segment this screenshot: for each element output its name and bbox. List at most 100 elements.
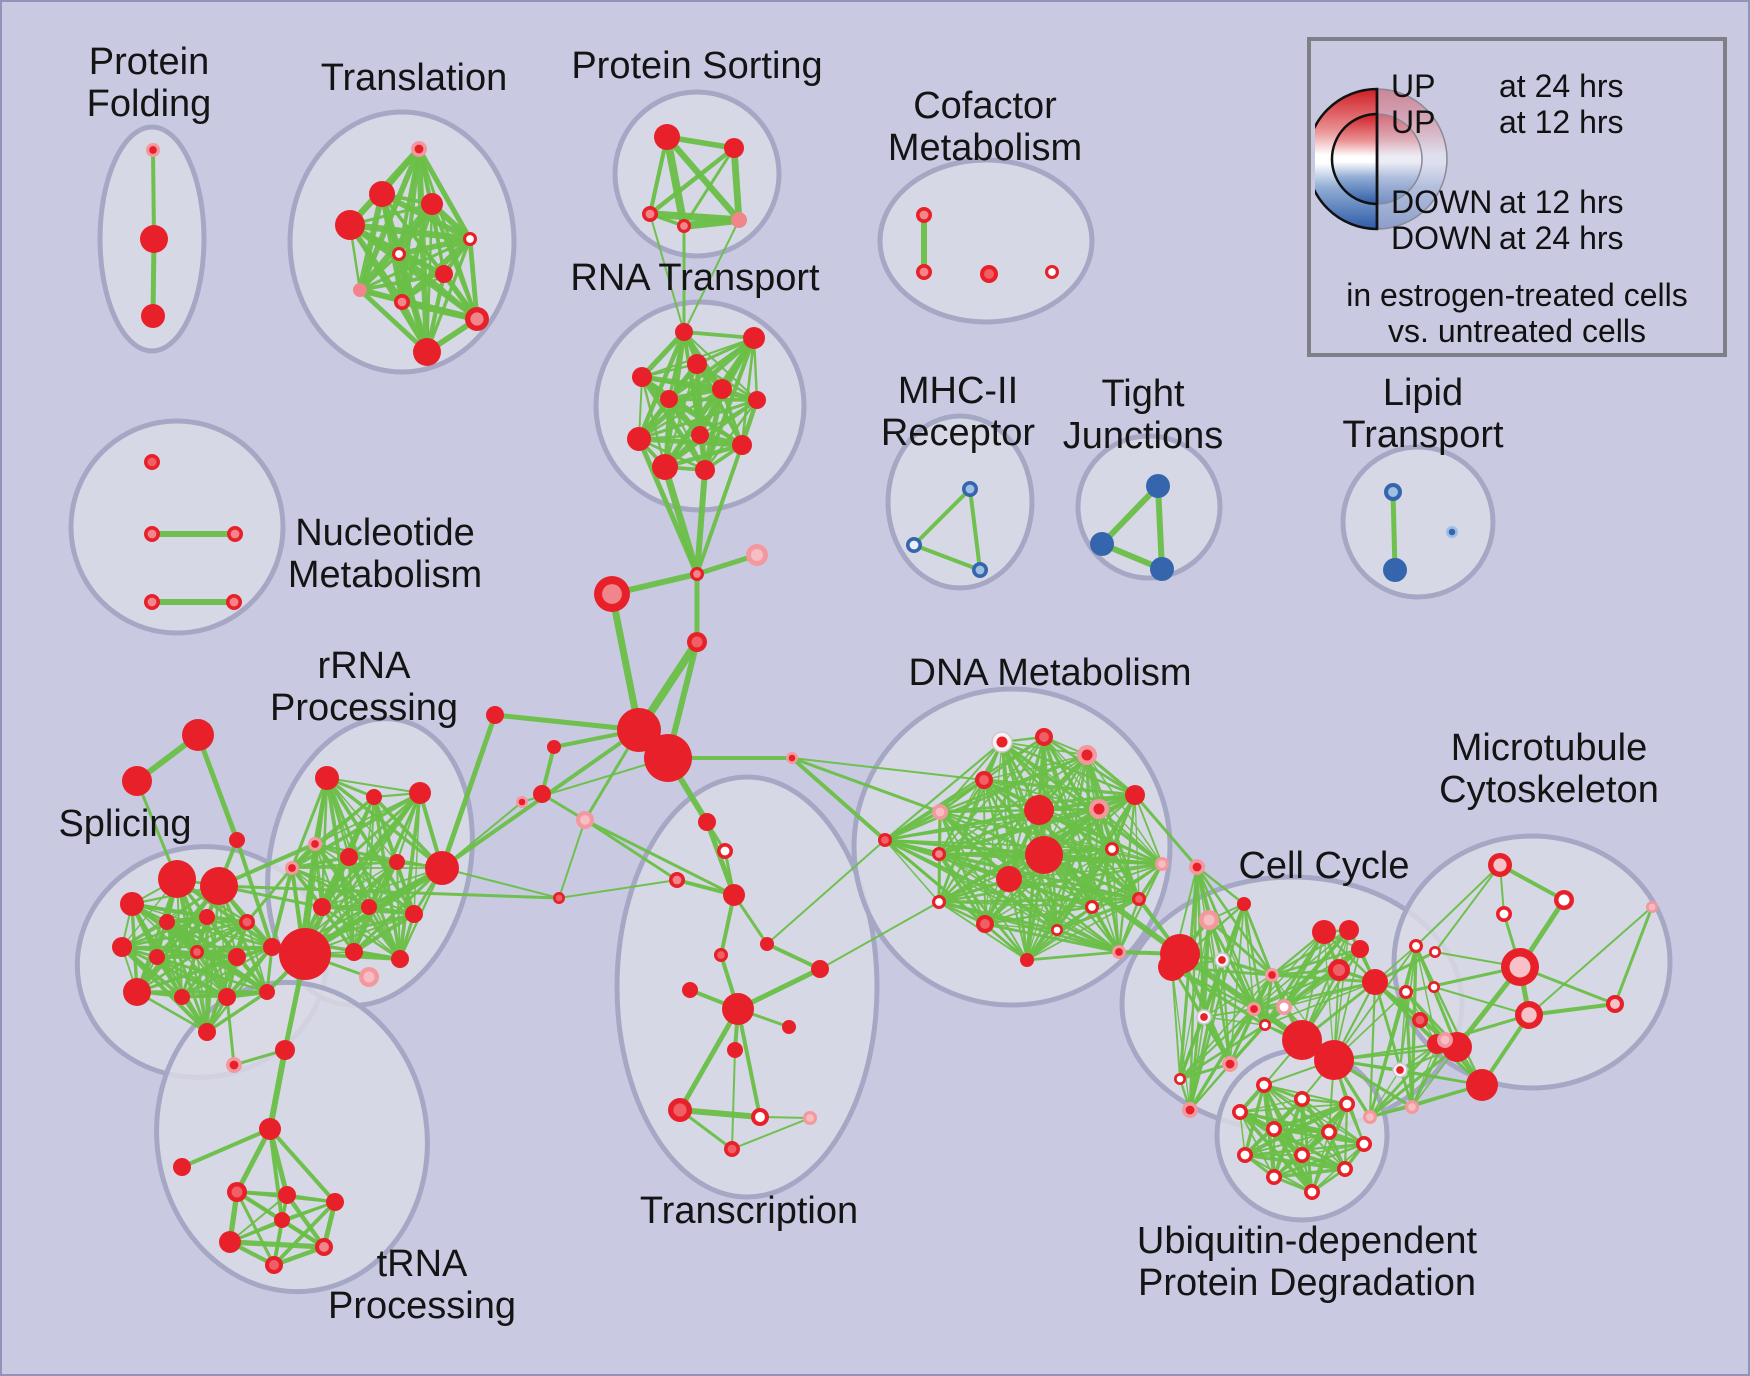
node-cc4[interactable] [1214,952,1230,968]
node-rt4[interactable] [632,367,652,387]
node-tn5[interactable] [227,1182,247,1202]
node-sp2[interactable] [200,867,238,905]
node-ch1[interactable] [690,567,704,581]
node-rr11[interactable] [405,905,423,923]
node-cc14[interactable] [1339,920,1359,940]
node-tl11[interactable] [413,338,441,366]
node-cc28[interactable] [1276,999,1292,1015]
node-tj1[interactable] [1146,474,1170,498]
node-cf1[interactable] [916,207,932,223]
node-rt8[interactable] [627,427,651,451]
node-tx7[interactable] [682,982,698,998]
node-ub11[interactable] [1266,1169,1282,1185]
node-tl6[interactable] [392,247,406,261]
node-ps4[interactable] [677,219,691,233]
node-cc8[interactable] [1196,1009,1212,1025]
node-dn9[interactable] [932,847,946,861]
node-sp6[interactable] [239,914,255,930]
node-cc25[interactable] [1392,1062,1408,1078]
node-cc17[interactable] [1362,969,1388,995]
node-tx10[interactable] [811,960,829,978]
node-dn11[interactable] [1155,857,1169,871]
node-sp4[interactable] [159,914,175,930]
node-rt5[interactable] [712,379,732,399]
node-dn18[interactable] [1020,953,1034,967]
node-dn8[interactable] [878,833,892,847]
node-rr7[interactable] [389,854,405,870]
node-ub3[interactable] [1339,1096,1355,1112]
node-mt9[interactable] [1437,1032,1453,1048]
node-pf2[interactable] [140,225,168,253]
node-mt4[interactable] [1429,946,1441,958]
node-bw5[interactable] [486,706,504,724]
node-bw2[interactable] [533,785,551,803]
node-bw1[interactable] [547,740,561,754]
node-ub7[interactable] [1356,1136,1372,1152]
node-ub10[interactable] [1337,1161,1353,1177]
node-tl5[interactable] [463,232,477,246]
node-rr8[interactable] [425,851,459,885]
node-dn5[interactable] [1125,785,1145,805]
node-tx5[interactable] [714,948,728,962]
node-st2[interactable] [122,766,152,796]
node-rr4[interactable] [308,837,322,851]
node-tj2[interactable] [1090,532,1114,556]
node-dn17[interactable] [1112,945,1126,959]
node-bw4[interactable] [553,892,565,904]
node-cc15[interactable] [1351,940,1369,958]
node-rr14[interactable] [391,950,409,968]
node-tn6[interactable] [278,1186,296,1204]
node-lp2[interactable] [1383,558,1407,582]
node-dnHub2[interactable] [1025,836,1063,874]
node-rt12[interactable] [695,460,715,480]
node-cf2[interactable] [916,264,932,280]
node-mt2[interactable] [1554,890,1574,910]
node-dn3[interactable] [1077,745,1097,765]
node-tx11[interactable] [668,1098,692,1122]
node-nm5[interactable] [226,594,242,610]
node-tn3[interactable] [259,1118,281,1140]
node-dn14[interactable] [976,915,994,933]
node-dn2[interactable] [1035,728,1053,746]
node-hub2[interactable] [644,734,692,782]
node-sp14[interactable] [218,988,236,1006]
node-tx8[interactable] [782,1020,796,1034]
node-tx12[interactable] [751,1108,769,1126]
node-mt7[interactable] [1515,1001,1543,1029]
node-ub4[interactable] [1232,1104,1248,1120]
node-rt1[interactable] [675,323,693,341]
node-rt2[interactable] [743,327,765,349]
node-st1[interactable] [182,719,214,751]
node-tl3[interactable] [421,193,443,215]
node-rr2[interactable] [366,789,382,805]
node-cc20[interactable] [1399,985,1413,999]
node-rr6[interactable] [340,848,358,866]
node-tn10[interactable] [265,1256,283,1274]
node-tl7[interactable] [435,265,453,283]
node-cc16[interactable] [1328,959,1350,981]
node-ub5[interactable] [1266,1121,1282,1137]
node-tx3[interactable] [669,872,685,888]
node-rt9[interactable] [691,426,709,444]
node-cc9[interactable] [1259,1019,1271,1031]
node-mh1[interactable] [962,481,978,497]
node-dn12[interactable] [1132,892,1146,906]
node-mt10[interactable] [1646,901,1658,913]
node-rr5[interactable] [285,861,299,875]
node-cc3[interactable] [1199,910,1219,930]
node-cc1[interactable] [1189,859,1205,875]
node-ps3[interactable] [642,206,658,222]
node-rt7[interactable] [748,391,766,409]
node-dn6[interactable] [932,804,948,820]
node-dn10[interactable] [1105,842,1119,856]
node-dn1[interactable] [991,731,1013,753]
node-rt3[interactable] [687,354,707,374]
node-tx9[interactable] [727,1042,743,1058]
node-mt6[interactable] [1606,995,1624,1013]
node-rr1[interactable] [315,766,339,790]
node-cc12[interactable] [1182,1102,1198,1118]
node-sp10[interactable] [228,948,246,966]
node-tn1[interactable] [226,1057,242,1073]
node-cf3[interactable] [980,265,998,283]
node-tl10[interactable] [465,307,489,331]
